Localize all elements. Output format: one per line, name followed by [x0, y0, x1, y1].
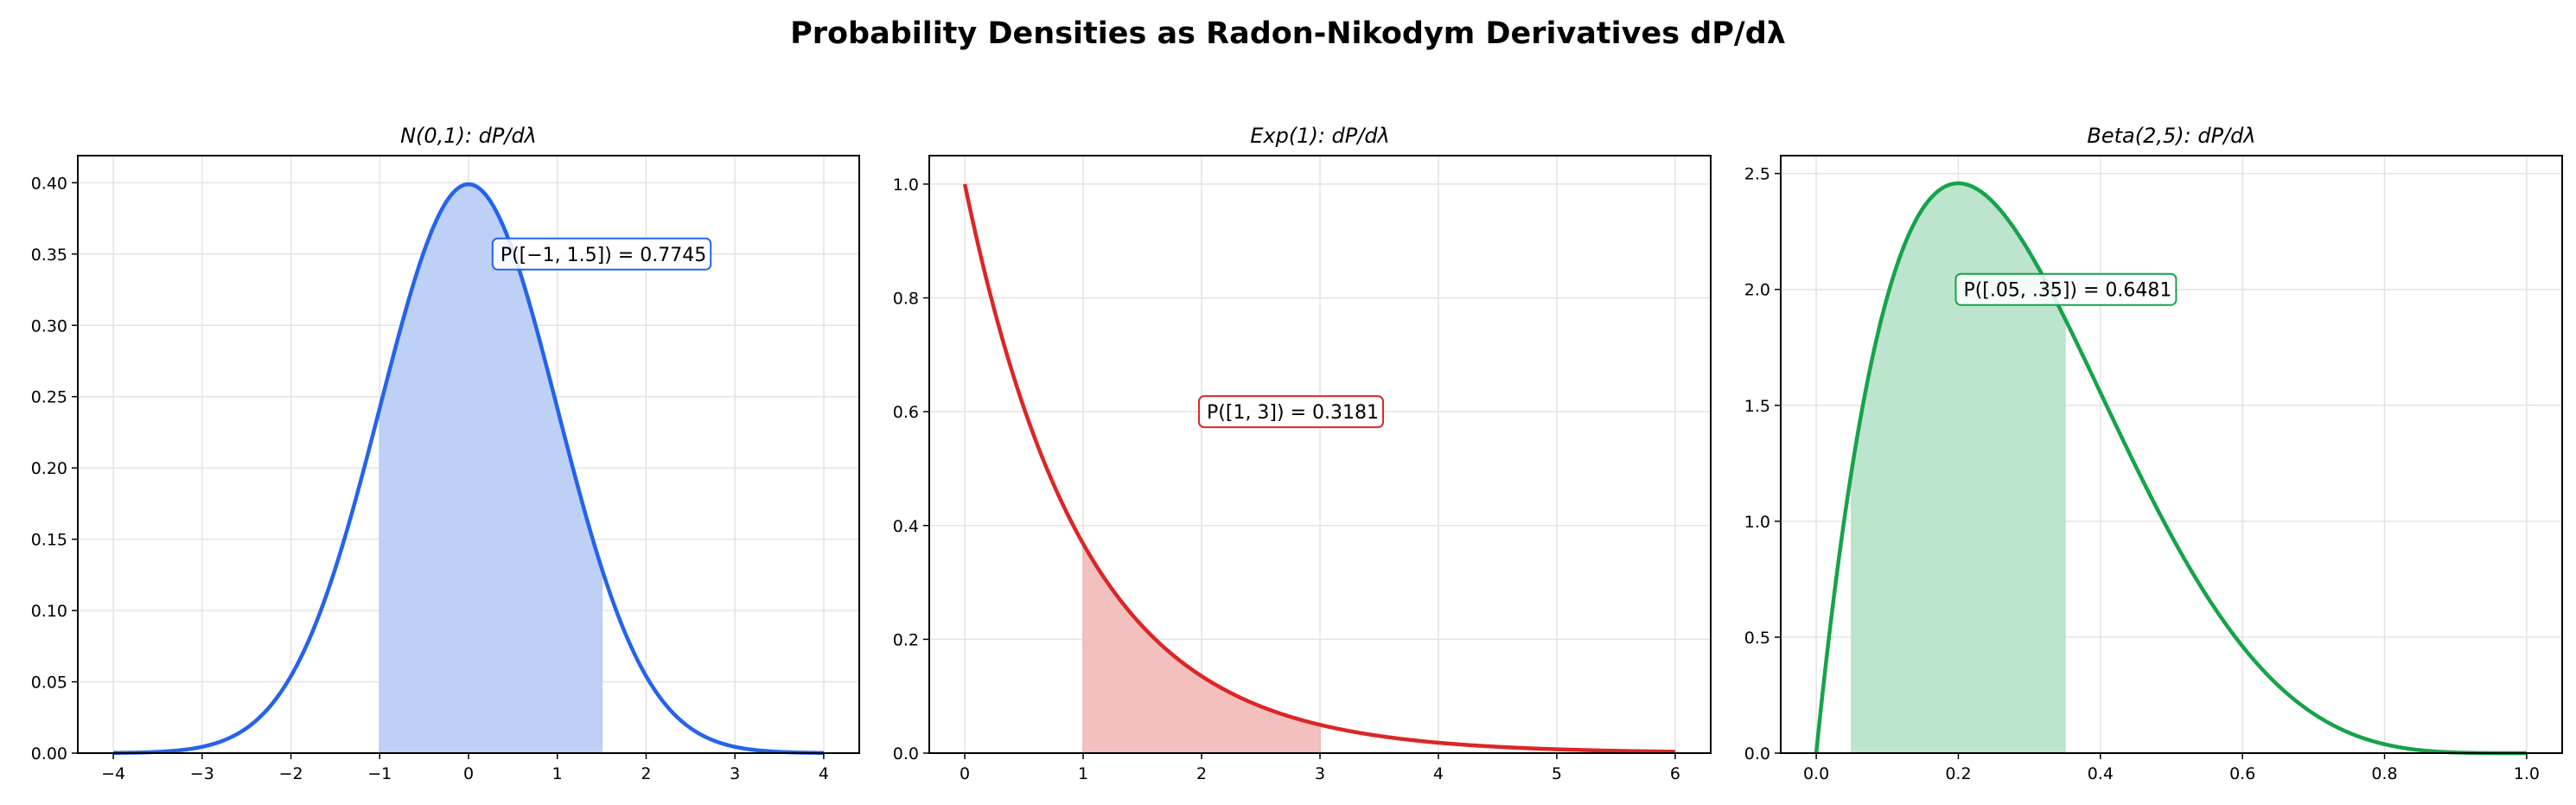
x-tick-label: 2 [1196, 764, 1207, 783]
x-tick-label: 2 [641, 764, 651, 783]
y-tick-label: 0.8 [893, 290, 919, 309]
x-tick-label: 5 [1552, 764, 1562, 783]
annotation-text: P([1, 3]) = 0.3181 [1207, 402, 1379, 424]
y-tick-label: 1.0 [893, 176, 919, 195]
annotation-box [1954, 272, 2177, 306]
x-tick-label: 4 [1433, 764, 1444, 783]
x-tick-label: 0.2 [1945, 764, 1971, 783]
x-tick-label: 1.0 [2514, 764, 2540, 783]
x-tick-label: 1 [552, 764, 563, 783]
y-tick-label: 1.5 [1744, 397, 1770, 416]
x-tick-label: 3 [1315, 764, 1325, 783]
panel-title: Exp(1): dP/dλ [1250, 124, 1390, 148]
y-tick-label: 0.4 [893, 517, 919, 536]
x-tick-label: 0.4 [2088, 764, 2114, 783]
x-tick-label: −1 [367, 764, 392, 783]
y-tick-label: 0.6 [893, 403, 919, 422]
y-tick-label: 0.40 [31, 174, 67, 193]
panel-title: Beta(2,5): dP/dλ [2087, 124, 2255, 148]
figure-suptitle: Probability Densities as Radon-Nikodym D… [790, 16, 1786, 51]
panel-beta: 0.0 0.2 0.4 0.6 0.8 1.0 0.0 0.5 1.0 1.5 2.0 2.5 Beta… [1744, 124, 2563, 783]
panel-title: N(0,1): dP/dλ [400, 124, 537, 148]
y-tick-label: 0.05 [31, 674, 67, 693]
panel-normal: −4 −3 −2 −1 0 1 2 3 4 0.00 0.05 0.10 0.15 0.20 0.25 0.3… [31, 124, 860, 783]
x-tick-label: 3 [730, 764, 740, 783]
density-curve [962, 183, 1675, 754]
y-tick-label: 1.0 [1744, 513, 1770, 532]
y-tick-label: 0.10 [31, 602, 67, 621]
annotation-text: P([−1, 1.5]) = 0.7745 [501, 245, 706, 266]
y-tick-label: 0.15 [31, 531, 67, 550]
x-tick-label: 0 [463, 764, 474, 783]
annotation-box [1198, 395, 1385, 429]
y-tick-label: 0.25 [31, 388, 67, 407]
annotation-box [491, 237, 712, 271]
y-tick-label: 0.35 [31, 246, 67, 265]
density-curve [113, 182, 824, 756]
x-tick-label: 1 [1078, 764, 1088, 783]
y-tick-label: 0.00 [31, 744, 67, 763]
x-tick-label: 0.8 [2371, 764, 2397, 783]
axes-frame [1780, 155, 2563, 754]
x-tick-label: −2 [279, 764, 303, 783]
panel-exponential: 0 1 2 3 4 5 6 0.0 0.2 0.4 0.6 0.8 1.0 Exp(1): dP/dλ P(… [893, 124, 1712, 783]
x-tick-label: −4 [101, 764, 125, 783]
y-tick-label: 0.5 [1744, 629, 1770, 648]
x-tick-label: 6 [1670, 764, 1680, 783]
y-tick-label: 0.30 [31, 316, 67, 335]
y-tick-label: 0.20 [31, 459, 67, 478]
x-tick-label: 4 [819, 764, 829, 783]
annotation-text: P([.05, .35]) = 0.6481 [1963, 280, 2171, 302]
shaded-area [1851, 182, 2066, 754]
x-tick-label: 0.0 [1803, 764, 1829, 783]
y-tick-label: 2.5 [1744, 165, 1770, 184]
x-tick-label: 0.6 [2229, 764, 2255, 783]
x-tick-label: −3 [190, 764, 214, 783]
y-tick-label: 0.2 [893, 630, 919, 649]
y-tick-label: 2.0 [1744, 281, 1770, 300]
density-curve [1814, 181, 2527, 756]
x-tick-label: 0 [960, 764, 970, 783]
y-tick-label: 0.0 [1744, 744, 1770, 763]
y-tick-label: 0.0 [893, 744, 919, 763]
